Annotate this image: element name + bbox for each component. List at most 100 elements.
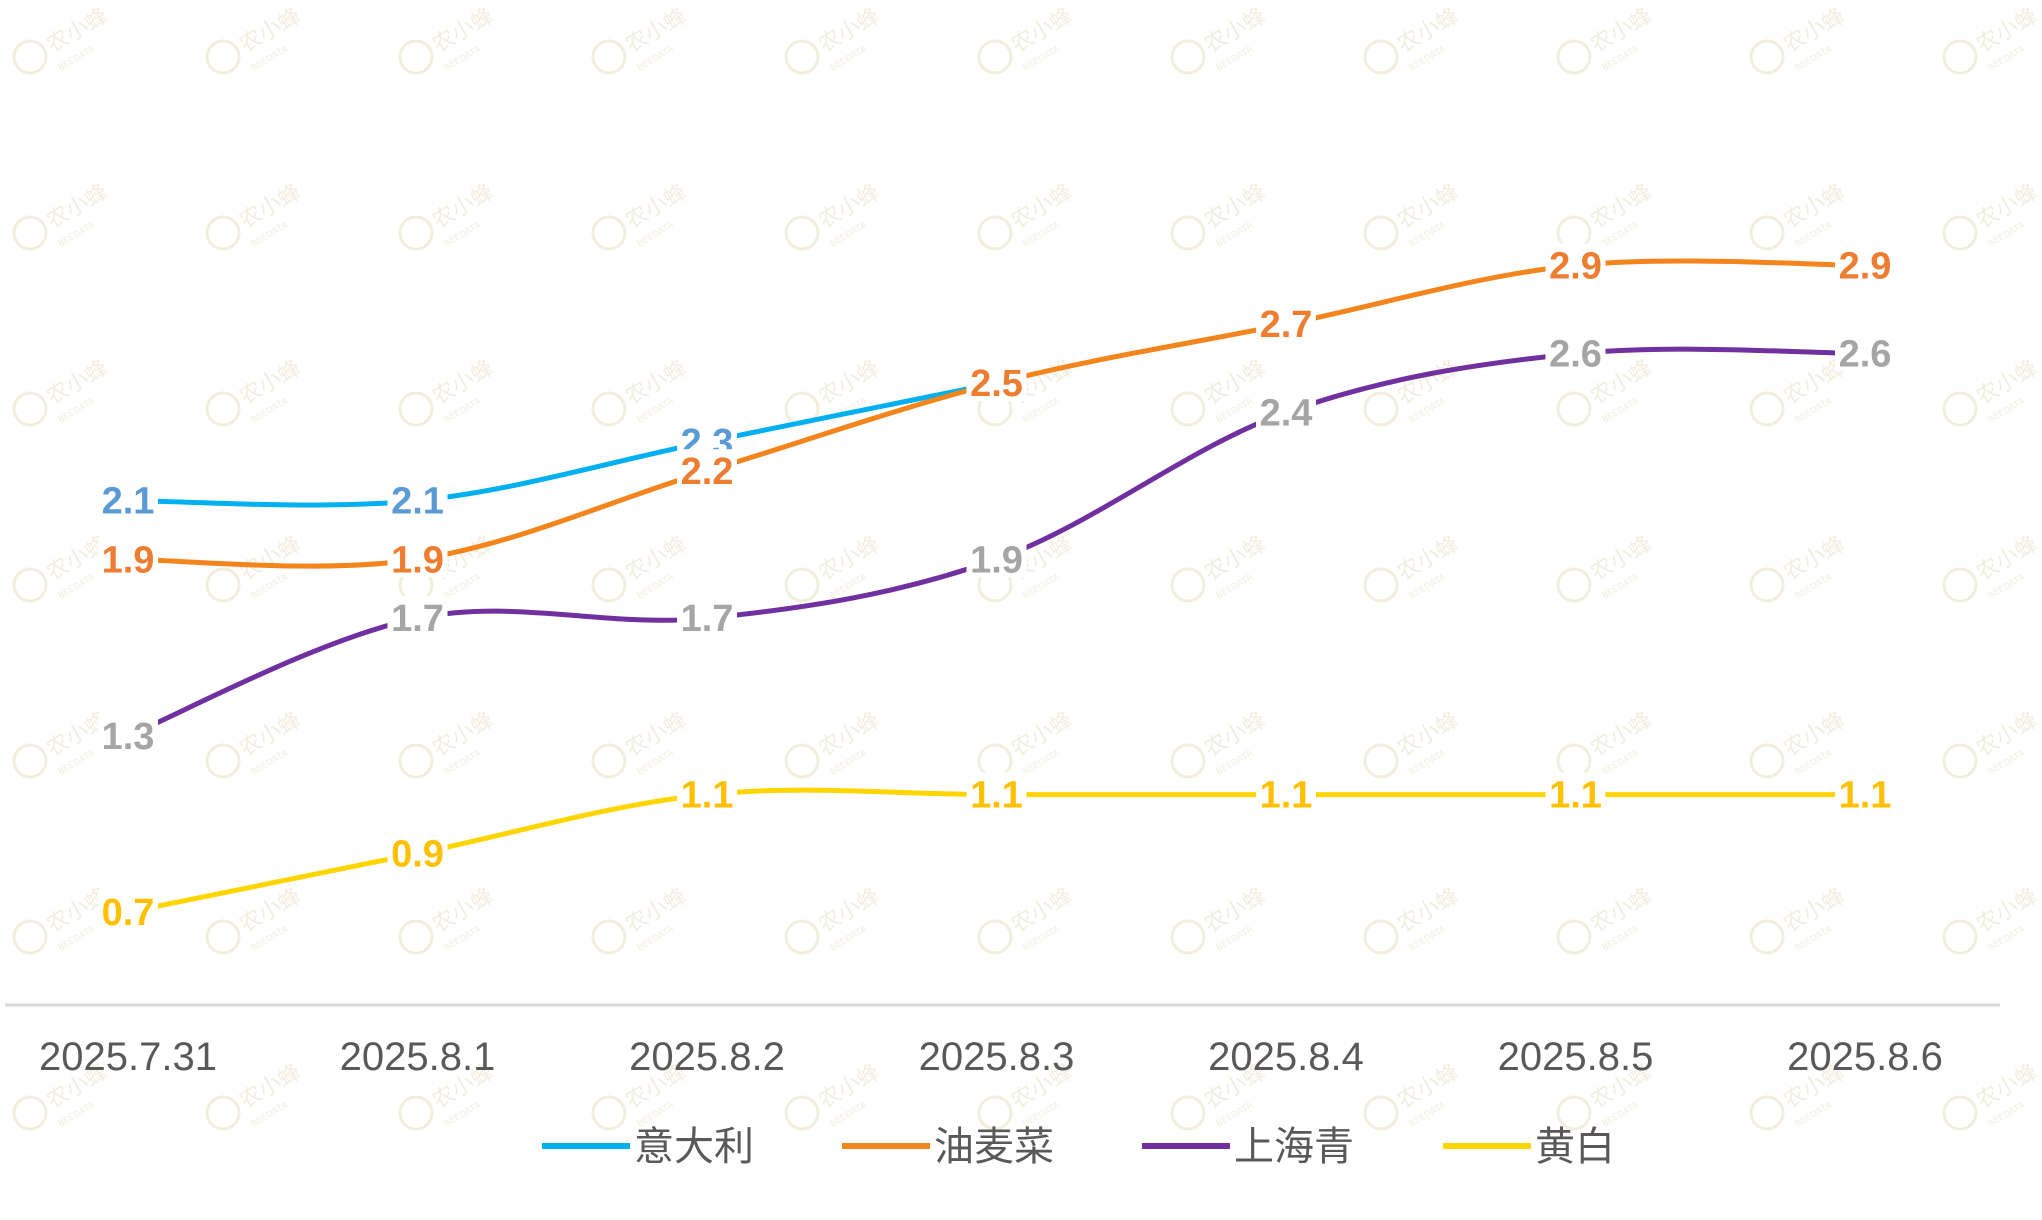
data-label: 2.1 <box>102 481 155 523</box>
data-label: 2.7 <box>1260 304 1313 346</box>
data-label: 2.2 <box>681 451 734 493</box>
series-line-1 <box>125 380 999 508</box>
data-label-bg <box>98 713 158 754</box>
x-axis-ticks: 2025.7.31 2025.8.1 2025.8.2 2025.8.3 2025.8.… <box>39 1035 1943 1079</box>
watermark-text: 农小蜂 <box>1780 4 1850 59</box>
x-tick-label: 2025.8.6 <box>1787 1035 1943 1079</box>
watermark-text: 农小蜂 <box>815 1060 885 1115</box>
watermark-text: 农小蜂 <box>1394 180 1464 235</box>
data-label-group: 0.7 <box>98 890 158 934</box>
data-label: 2.9 <box>1839 245 1892 287</box>
bee-logo-icon <box>1170 215 1206 251</box>
bee-logo-icon <box>205 743 241 779</box>
bee-logo-icon <box>1363 743 1399 779</box>
watermark-text: 农小蜂 <box>1780 884 1850 939</box>
bee-logo-icon <box>12 215 48 251</box>
bee-logo-icon <box>1942 743 1978 779</box>
watermark-text: 农小蜂 <box>622 4 692 59</box>
watermark-text: 农小蜂 <box>1973 180 2042 235</box>
bee-logo-icon <box>1170 39 1206 75</box>
watermark-text: 农小蜂 <box>236 532 306 587</box>
bee-logo-icon <box>398 391 434 427</box>
series-line-2 <box>125 258 1868 569</box>
watermark-text: 农小蜂 <box>1201 884 1271 939</box>
data-label: 1.1 <box>970 775 1023 817</box>
data-label: 2.5 <box>970 363 1023 405</box>
data-label: 1.1 <box>1549 775 1602 817</box>
bee-logo-icon <box>1556 743 1592 779</box>
data-label: 1.1 <box>1260 775 1313 817</box>
x-tick-label: 2025.7.31 <box>39 1035 217 1079</box>
bee-logo-icon <box>398 1095 434 1131</box>
bee-logo-icon <box>1170 743 1206 779</box>
bee-logo-icon <box>591 391 627 427</box>
bee-logo-icon <box>1556 919 1592 955</box>
bee-logo-icon <box>1749 391 1785 427</box>
watermark-text: 农小蜂 <box>1394 708 1464 763</box>
watermark-text: 农小蜂 <box>1973 1060 2042 1115</box>
x-tick-label: 2025.8.3 <box>919 1035 1075 1079</box>
watermark-text: 农小蜂 <box>236 180 306 235</box>
bee-logo-icon <box>205 215 241 251</box>
bee-logo-icon <box>1942 567 1978 603</box>
watermark-text: 农小蜂 <box>815 356 885 411</box>
data-label: 2.9 <box>1549 245 1602 287</box>
watermark-text: 农小蜂 <box>1394 884 1464 939</box>
bee-logo-icon <box>205 567 241 603</box>
data-label-group: 2.9 <box>1545 243 1606 287</box>
data-label-group: 1.1 <box>966 772 1027 817</box>
watermark-text: 农小蜂 <box>429 180 499 235</box>
bee-logo-icon <box>398 215 434 251</box>
data-label-bg <box>1256 772 1316 813</box>
watermark-text: 农小蜂 <box>429 4 499 59</box>
data-label: 1.7 <box>391 598 444 640</box>
bee-logo-icon <box>1170 919 1206 955</box>
legend-item-1: 意大利 <box>542 1124 754 1170</box>
bee-logo-icon <box>205 39 241 75</box>
watermark-text: 农小蜂 <box>429 884 499 939</box>
x-tick-label: 2025.8.5 <box>1498 1035 1654 1079</box>
bee-logo-icon <box>1170 391 1206 427</box>
data-label-group: 1.3 <box>98 713 158 758</box>
data-label: 2.6 <box>1839 334 1892 376</box>
bee-logo-icon <box>205 391 241 427</box>
bee-logo-icon <box>1363 39 1399 75</box>
data-label-group: 2.6 <box>1835 331 1895 376</box>
data-label-bg <box>387 478 448 519</box>
bee-logo-icon <box>12 919 48 955</box>
watermark-text: 农小蜂 <box>1394 356 1464 411</box>
bee-logo-icon <box>591 39 627 75</box>
bee-logo-icon <box>205 919 241 955</box>
bee-logo-icon <box>398 39 434 75</box>
bee-logo-icon <box>1363 391 1399 427</box>
watermark-text: 农小蜂 <box>1008 884 1078 939</box>
bee-logo-icon <box>1749 39 1785 75</box>
